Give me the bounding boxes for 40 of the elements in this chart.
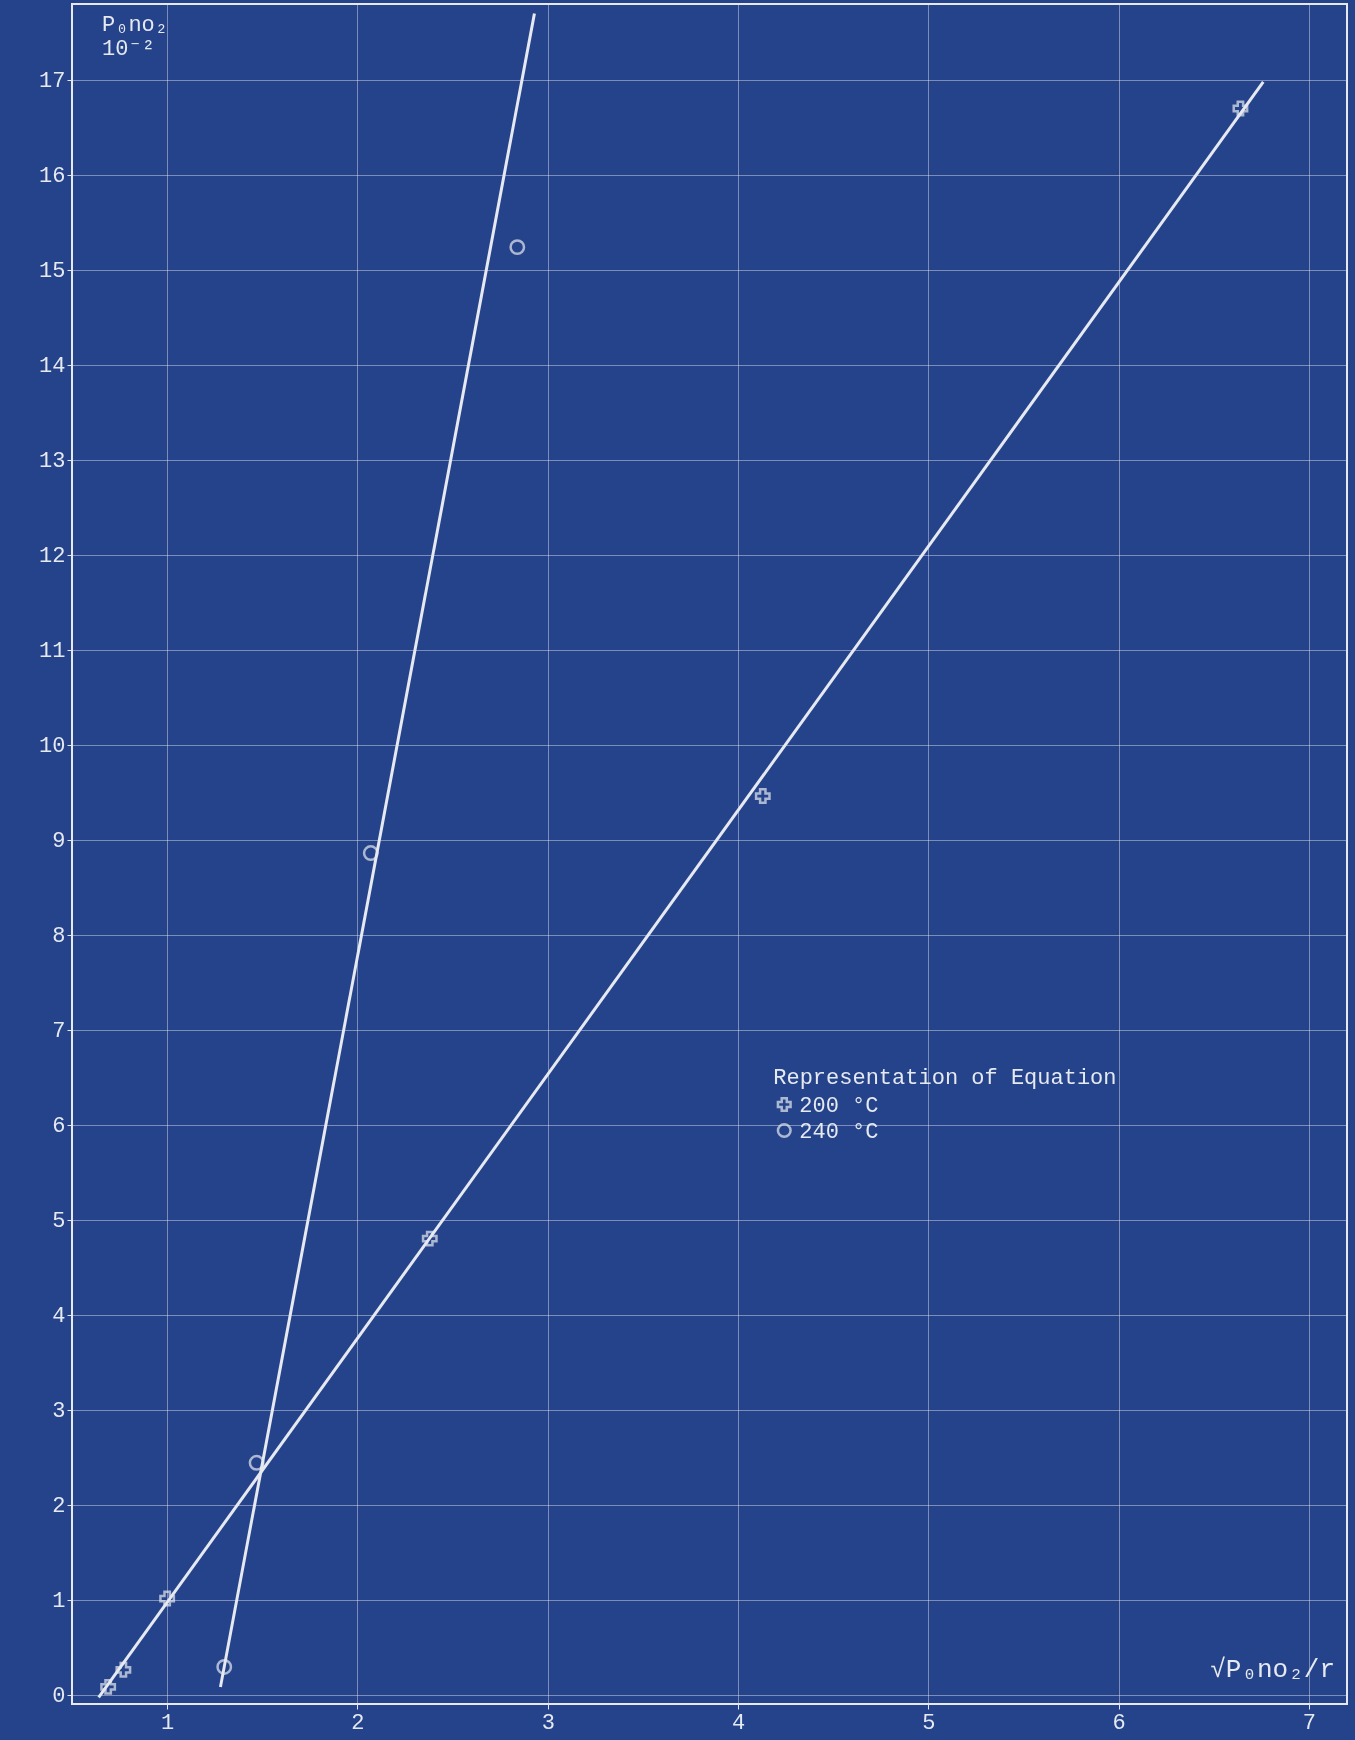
point [159,1590,176,1607]
point [1232,100,1249,117]
x-tick-label: 5 [922,1710,936,1736]
x-tick-label: 7 [1302,1710,1317,1736]
x-axis-title: √P₀no₂/r [1210,1655,1335,1685]
legend-label: 240 °C [799,1119,879,1145]
point [115,1661,132,1678]
y-tick-label: 5 [52,1209,66,1235]
y-tick-label: 16 [39,164,66,190]
y-axis-title: P₀no₂ 10⁻² [102,13,169,62]
x-tick-label: 6 [1112,1710,1126,1736]
y-tick-label: 0 [52,1684,66,1709]
point [100,1678,117,1695]
y-tick-label: 10 [39,734,66,760]
y-tick-label: 4 [52,1304,66,1330]
x-tick-label: 4 [731,1710,746,1736]
y-tick-label: 14 [39,354,66,380]
point [362,845,379,861]
y-tick-label: 7 [52,1019,66,1045]
y-tick-label: 15 [39,259,66,285]
y-tick-label: 11 [39,639,66,665]
point [754,788,771,805]
point [248,1454,265,1471]
point [509,239,526,256]
y-tick-label: 17 [39,69,66,95]
y-tick-label: 3 [52,1399,66,1425]
y-tick-label: 8 [52,924,66,950]
point [216,1659,233,1675]
point [421,1230,438,1247]
legend-label: 200 °C [799,1093,879,1119]
x-tick-label: 1 [161,1710,175,1736]
legend-title: Representation of Equation [773,1065,1117,1091]
y-tick-label: 12 [39,544,66,570]
y-tick-label: 6 [52,1114,66,1140]
x-tick-label: 3 [541,1710,555,1736]
y-tick-label: 1 [52,1589,66,1615]
y-tick-label: 13 [39,449,66,475]
y-tick-label: 2 [52,1494,66,1520]
x-tick-label: 2 [351,1710,365,1736]
y-tick-label: 9 [52,829,66,855]
